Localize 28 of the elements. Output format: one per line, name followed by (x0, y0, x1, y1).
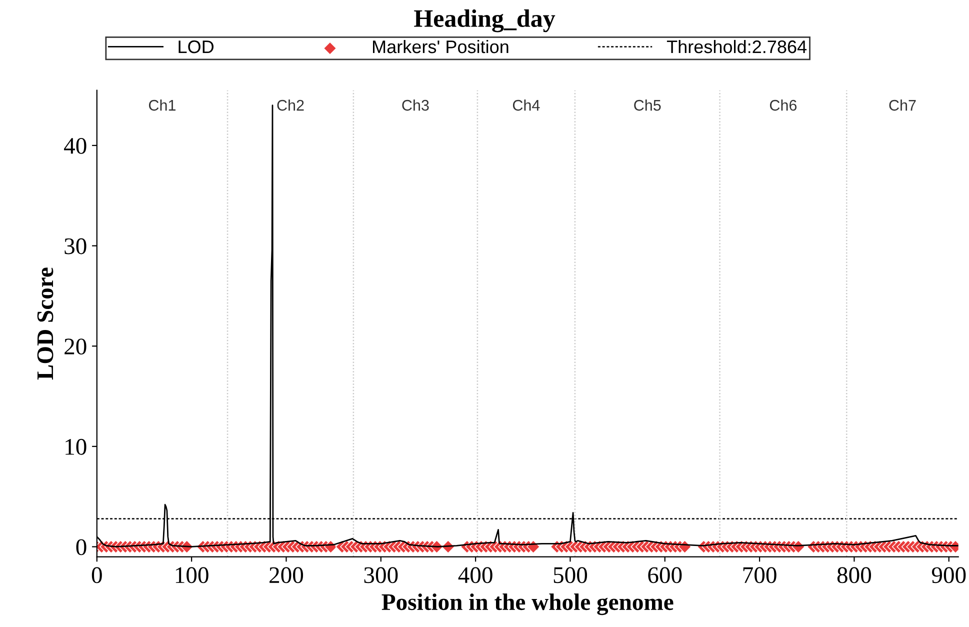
annotation: Ch5 (634, 99, 661, 111)
annotation: Ch4 (512, 99, 540, 111)
x-tick-label: 600 (648, 567, 682, 584)
x-tick-label: 0 (92, 567, 102, 584)
annotation: Ch6 (770, 99, 797, 111)
y-tick-label: 20 (64, 338, 86, 355)
x-tick-label: 200 (270, 567, 304, 584)
annotation: Ch7 (889, 99, 916, 111)
x-tick-label: 900 (932, 567, 966, 584)
legend-label: Threshold:2.7864 (666, 40, 807, 54)
x-tick-label: 500 (554, 567, 588, 584)
y-axis-title: LOD Score (37, 268, 54, 380)
annotation: Ch1 (148, 99, 176, 111)
legend-label: LOD (178, 40, 214, 54)
y-tick-label: 30 (64, 238, 86, 254)
legend-label: Markers' Position (372, 40, 508, 54)
x-tick-label: 100 (176, 567, 208, 584)
x-tick-label: 300 (364, 567, 398, 584)
chart-title: Heading_day (414, 9, 556, 32)
y-tick-label: 10 (66, 438, 86, 455)
y-tick-label: 40 (64, 138, 86, 154)
x-tick-label: 700 (743, 567, 776, 584)
annotation: Ch2 (277, 99, 304, 111)
y-tick-label: 0 (76, 539, 86, 556)
x-axis-title: Position in the whole genome (382, 593, 674, 616)
x-tick-label: 400 (458, 567, 492, 584)
x-tick-label: 800 (837, 567, 872, 584)
annotation: Ch3 (402, 99, 429, 111)
